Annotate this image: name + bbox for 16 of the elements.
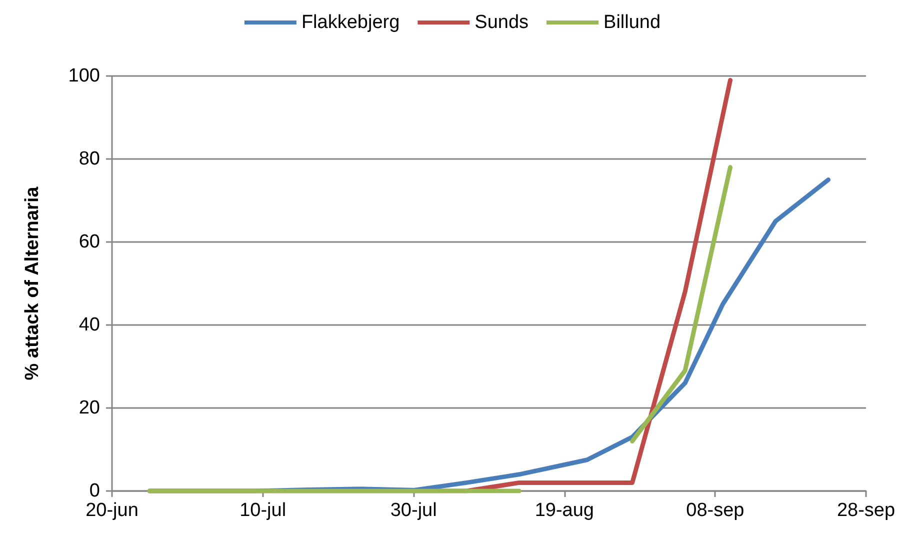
y-tick-label: 80	[78, 148, 100, 170]
x-tick-label: 28-sep	[836, 500, 896, 521]
y-tick-label: 20	[78, 398, 100, 418]
legend-label: Flakkebjerg	[301, 12, 400, 33]
y-axis-title: % attack of Alternaria	[22, 186, 43, 380]
y-tick-label: 100	[68, 66, 100, 86]
y-tick-label: 0	[89, 480, 100, 502]
legend-label: Sunds	[474, 12, 529, 33]
legend-label: Billund	[604, 12, 661, 33]
y-tick-label: 60	[78, 232, 100, 252]
x-tick-label: 20-jun	[86, 500, 138, 521]
x-tick-label: 19-aug	[534, 500, 594, 521]
x-tick-label: 30-jul	[390, 500, 437, 521]
x-tick-label: 10-jul	[240, 500, 286, 521]
x-tick-label: 08-sep	[686, 500, 744, 521]
y-tick-label: 40	[78, 314, 100, 336]
